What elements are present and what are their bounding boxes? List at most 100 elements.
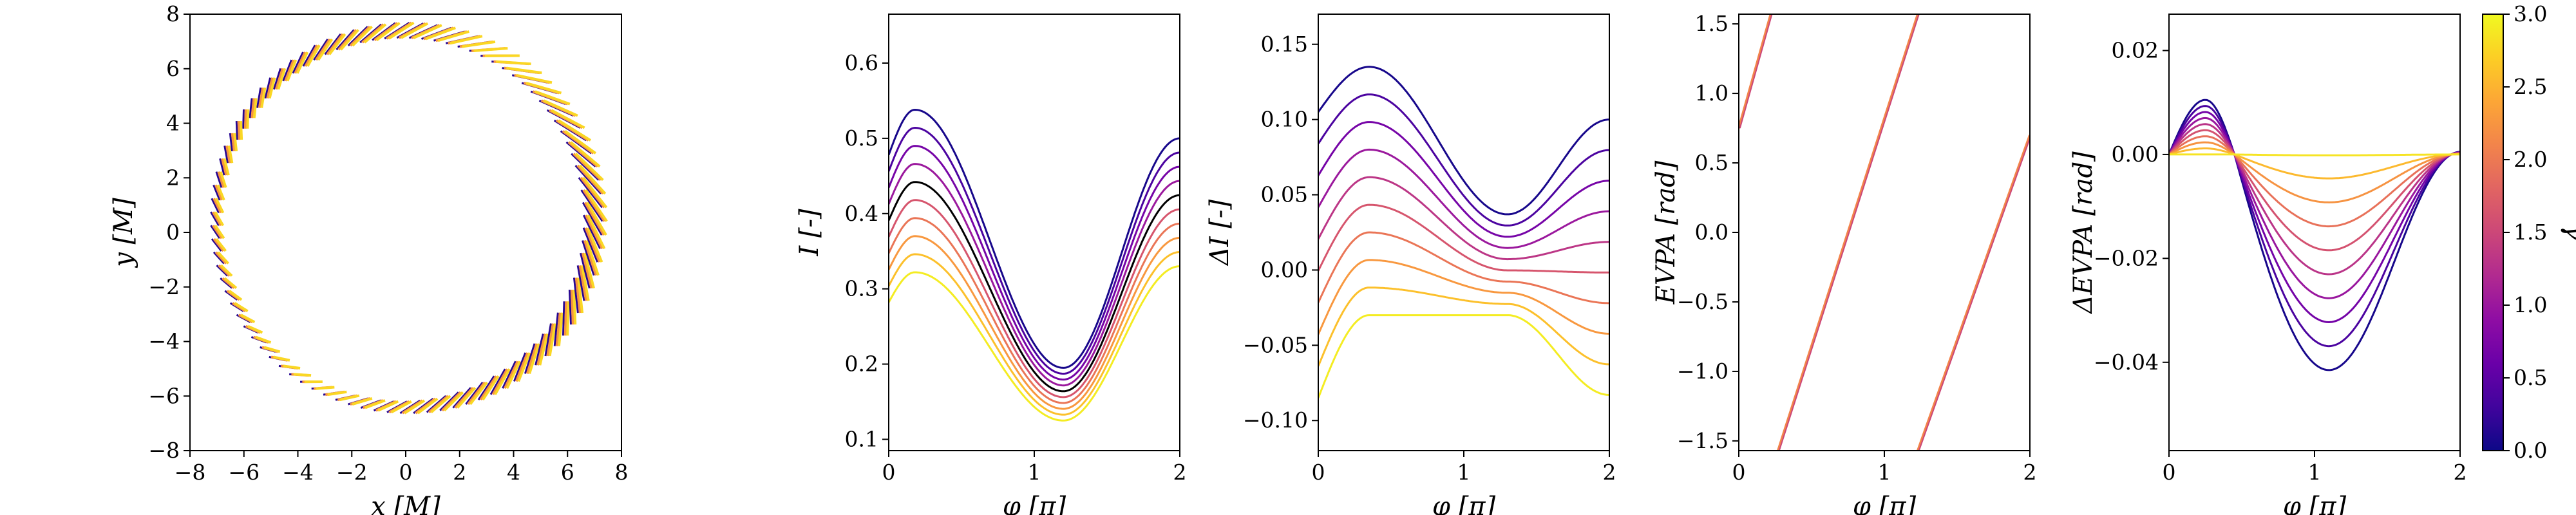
series-line: [2169, 98, 2460, 371]
polarization-tick: [214, 225, 225, 239]
colorbar-label: γ: [2560, 225, 2576, 240]
polarization-tick: [277, 68, 287, 90]
polarization-tick: [580, 189, 603, 222]
series-line: [889, 217, 1180, 404]
series-line: [1778, 14, 1920, 451]
axes-frame: [189, 14, 622, 451]
polarization-tick: [212, 211, 222, 227]
polarization-tick: [573, 277, 579, 314]
polarization-tick: [266, 77, 274, 99]
y-tick-label: −8: [148, 438, 180, 463]
polarization-tick: [227, 145, 234, 164]
polarization-tick: [506, 360, 522, 389]
polarization-tick: [494, 368, 511, 395]
y-axis-label: ΔEVPA [rad]: [2069, 151, 2098, 315]
x-axis-label: φ [π]: [1003, 492, 1066, 515]
polarization-tick: [337, 29, 357, 51]
polarization-tick: [565, 141, 596, 167]
y-tick-label: −0.04: [2094, 350, 2159, 375]
polarization-tick: [535, 90, 571, 106]
axes-frame: [1318, 14, 1610, 451]
polarization-tick: [249, 98, 253, 118]
polarization-tick: [574, 277, 582, 314]
polarization-tick: [586, 227, 603, 263]
polarization-tick: [583, 239, 598, 276]
polarization-tick: [235, 121, 238, 140]
polarization-tick: [576, 164, 604, 195]
series-line: [1318, 176, 1609, 261]
polarization-tick: [551, 109, 585, 129]
polarization-tick: [293, 373, 312, 377]
x-tick-label: 0: [2163, 460, 2176, 485]
polarization-tick: [328, 33, 346, 55]
polarization-tick: [390, 400, 412, 414]
polarization-tick: [221, 158, 228, 176]
polarization-tick: [517, 352, 531, 382]
polarization-tick: [473, 46, 508, 53]
series-line: [889, 145, 1180, 381]
polarization-tick: [223, 277, 238, 289]
x-axis-label: φ [π]: [1853, 492, 1917, 515]
colorbar-tick-label: 0.0: [2514, 438, 2547, 463]
polarization-tick: [223, 158, 230, 176]
polarization-tick: [218, 264, 231, 277]
series-line: [889, 108, 1180, 369]
polarization-tick: [294, 52, 307, 74]
polarization-tick: [306, 44, 321, 67]
y-axis-label: ΔI [-]: [1205, 200, 1235, 267]
y-tick-label: 4: [166, 111, 180, 136]
series-line: [1739, 14, 1773, 129]
polarization-tick: [582, 214, 601, 249]
polarization-tick: [246, 109, 250, 129]
polarization-tick: [233, 133, 238, 152]
polarization-tick: [462, 40, 496, 48]
polarization-tick: [443, 391, 464, 412]
x-tick-label: 8: [615, 460, 629, 485]
series-line: [1777, 14, 1919, 451]
colorbar-tick-label: 2.5: [2514, 74, 2547, 99]
polarization-tick: [256, 87, 262, 108]
y-tick-label: −4: [148, 329, 180, 354]
polarization-tick: [214, 211, 225, 227]
polarization-tick: [528, 343, 540, 375]
series-line: [1318, 231, 1609, 304]
polarization-tick: [317, 38, 334, 61]
polarization-tick: [214, 184, 223, 201]
polarization-tick: [583, 252, 595, 289]
polarization-tick: [584, 214, 603, 250]
x-tick-label: 0: [1312, 460, 1325, 485]
polarization-tick: [450, 35, 483, 45]
x-tick-label: 2: [2454, 460, 2467, 485]
panel-delta-intensity: 0 1 2 −0.10 −0.05 0.00 0.05 0.10 0.15 φ [π] ΔI [-]: [1205, 14, 1616, 515]
polarization-tick: [580, 176, 605, 209]
polarization-tick: [213, 198, 222, 214]
polarization-tick: [211, 238, 222, 252]
polarization-tick: [573, 289, 577, 325]
y-tick-label: −1.0: [1677, 359, 1728, 384]
series-line: [1318, 121, 1609, 238]
polarization-tick: [469, 381, 488, 406]
x-tick-label: 0: [399, 460, 413, 485]
polarization-tick: [581, 252, 593, 289]
polarization-tick: [504, 360, 519, 389]
y-tick-label: 2: [166, 165, 180, 190]
series-line: [2169, 123, 2460, 276]
polarization-tick: [543, 99, 578, 117]
polarization-tick: [425, 26, 456, 41]
polarization-tick: [220, 264, 233, 277]
polarization-tick: [313, 39, 329, 61]
series-line: [889, 251, 1180, 416]
polarization-tick: [524, 343, 536, 374]
polarization-tick: [578, 177, 603, 209]
polarization-tick: [515, 352, 529, 382]
polarization-tick: [255, 335, 272, 344]
polarization-tick: [263, 346, 281, 353]
polarization-tick: [546, 323, 554, 357]
series-line: [2169, 129, 2460, 252]
y-tick-label: −0.10: [1243, 407, 1308, 433]
polarization-tick: [580, 252, 591, 289]
panel-intensity: 0 1 2 0.1 0.2 0.3 0.4 0.5 0.6 φ [π] I [-]: [795, 14, 1187, 515]
y-tick-label: 0.05: [1261, 182, 1308, 207]
panel-polarization-map: −8 −6 −4 −2 0 2 4 6 8 −8 −6 −4 −2 0 2 4 6 8 x [M] y [M]: [109, 1, 629, 515]
polarization-tick: [251, 98, 256, 118]
